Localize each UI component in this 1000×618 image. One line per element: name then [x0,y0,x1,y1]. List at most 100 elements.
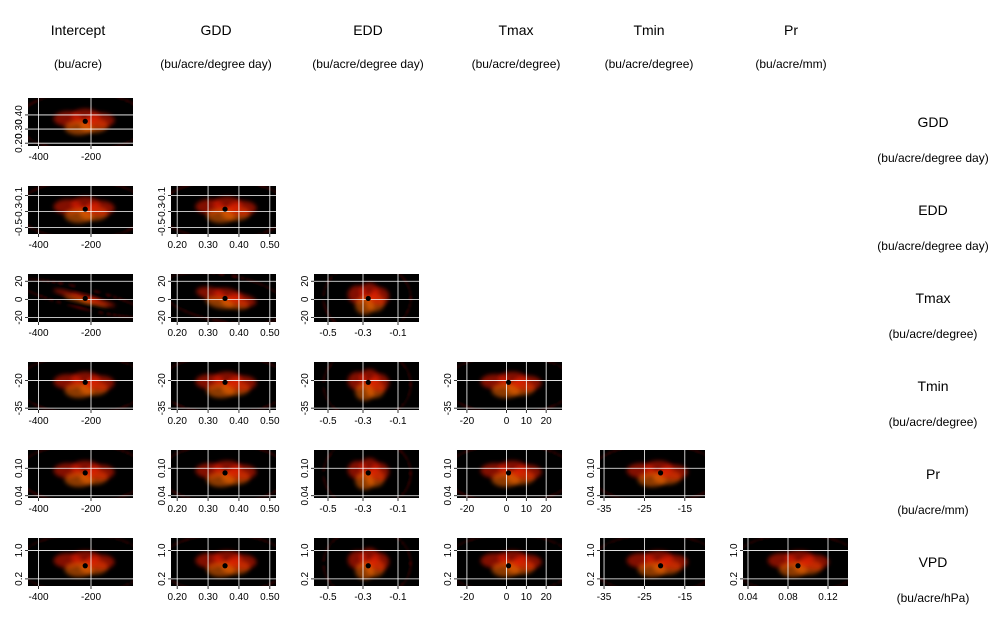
density-patch [637,472,667,487]
x-tick-label: -0.3 [354,592,372,603]
density-patch [206,383,236,398]
y-tick-label: -0.5 [14,219,25,237]
density-patch [355,296,375,315]
y-tick-label: 20 [157,275,168,287]
column-title-tmax: Tmax [499,22,534,38]
x-tick-label: -0.1 [389,592,407,603]
point-estimate [222,295,228,302]
point-estimate [657,470,664,476]
density-patch [355,382,375,401]
row-unit-tmin: (bu/acre/degree) [889,415,978,429]
density-patch [86,200,115,216]
y-tick-label: 0.04 [443,486,454,506]
column-unit-gdd: (bu/acre/degree day) [160,57,271,71]
column-title-gdd: GDD [200,22,231,38]
row-headers: GDD (bu/acre/degree day) EDD (bu/acre/degre… [877,114,988,605]
point-estimate [82,470,88,476]
y-tick-label: 0.04 [586,486,597,506]
point-estimate [82,206,88,212]
point-estimate [82,563,88,569]
row-title-vpd: VPD [919,554,948,570]
x-tick-label: -20 [460,416,475,427]
density-patch [369,287,390,306]
panel-vpd-vs-pr: 0.04 0.08 0.12 0.2 1.0 [729,538,848,603]
x-tick-label: -200 [81,416,101,427]
density-patch [64,120,94,136]
row-unit-gdd: (bu/acre/degree day) [877,151,988,165]
density-patch [206,562,236,577]
y-tick-label: -20 [157,373,168,388]
row-title-gdd: GDD [917,114,948,130]
point-estimate [222,379,228,385]
y-tick-label: 0.30 [14,119,25,139]
panel-tmin-vs-edd: -0.5 -0.3 -0.1 -35 -20 [300,362,419,427]
point-estimate [222,206,228,212]
panel-pr-vs-intercept: -400 -200 0.04 0.10 [14,450,133,515]
x-tick-label: -400 [28,504,48,515]
y-tick-label: -35 [443,400,454,415]
x-tick-label: 0.20 [167,240,187,251]
column-unit-edd: (bu/acre/degree day) [312,57,423,71]
y-tick-label: 0 [14,296,25,302]
panel-pr-vs-tmin: -35 -25 -15 0.04 0.10 [586,450,705,515]
density-patch [513,554,542,570]
x-tick-label: 0 [504,592,510,603]
panel-vpd-vs-edd: -0.5 -0.3 -0.1 0.2 1.0 [300,538,419,603]
density-patch [369,373,390,392]
y-tick-label: 0 [157,296,168,302]
x-tick-label: 10 [521,504,533,515]
y-tick-label: 0.10 [300,458,311,478]
point-estimate [82,379,88,385]
panel-edd-vs-intercept: -400 -200 -0.5-0.3-0.1 [14,186,133,251]
y-tick-label: -20 [300,373,311,388]
x-tick-label: -0.5 [319,416,337,427]
x-tick-label: 0.30 [198,240,218,251]
x-tick-label: -0.3 [354,504,372,515]
x-tick-label: -0.3 [354,328,372,339]
density-patch [800,554,829,570]
x-tick-label: 0.50 [260,240,280,251]
x-tick-label: -25 [637,592,652,603]
point-estimate [795,563,801,569]
x-tick-label: 0.40 [229,416,249,427]
x-tick-label: -400 [28,152,48,163]
y-tick-label: -0.3 [14,203,25,221]
panel-tmin-vs-tmax: -20 0 10 20 -35 -20 [443,362,562,427]
y-tick-label: 1.0 [443,543,454,557]
x-tick-label: 0.40 [229,504,249,515]
density-patch [227,200,257,216]
row-title-edd: EDD [918,202,948,218]
x-tick-label: 0.40 [229,240,249,251]
x-tick-label: -400 [28,416,48,427]
column-title-edd: EDD [353,22,383,38]
x-tick-label: 20 [541,504,553,515]
x-tick-label: -0.1 [389,328,407,339]
point-estimate [505,470,512,476]
density-patch [227,554,257,570]
x-tick-label: -0.5 [319,328,337,339]
density-patch [206,472,236,487]
column-title-tmin: Tmin [633,22,664,38]
panel-pr-vs-tmax: -20 0 10 20 0.04 0.10 [443,450,562,515]
x-tick-label: -0.1 [389,504,407,515]
point-estimate [505,379,512,385]
row-unit-pr: (bu/acre/mm) [897,503,968,517]
density-patch [369,552,390,571]
x-tick-label: 0.20 [167,416,187,427]
point-estimate [365,379,371,385]
density-patch [86,464,115,480]
panel-tmin-vs-intercept: -400 -200 -35 -20 [14,362,133,427]
y-tick-label: 0.2 [729,572,740,586]
density-patch [491,562,521,577]
row-title-tmin: Tmin [917,378,948,394]
y-tick-label: 1.0 [586,543,597,557]
y-tick-label: 1.0 [14,543,25,557]
y-tick-label: -20 [14,373,25,388]
point-estimate [505,563,512,569]
y-tick-label: 0.2 [300,572,311,586]
row-unit-tmax: (bu/acre/degree) [889,327,978,341]
point-estimate [82,295,88,302]
y-tick-label: 1.0 [300,543,311,557]
density-patch [513,375,542,391]
x-tick-label: 0.50 [260,328,280,339]
